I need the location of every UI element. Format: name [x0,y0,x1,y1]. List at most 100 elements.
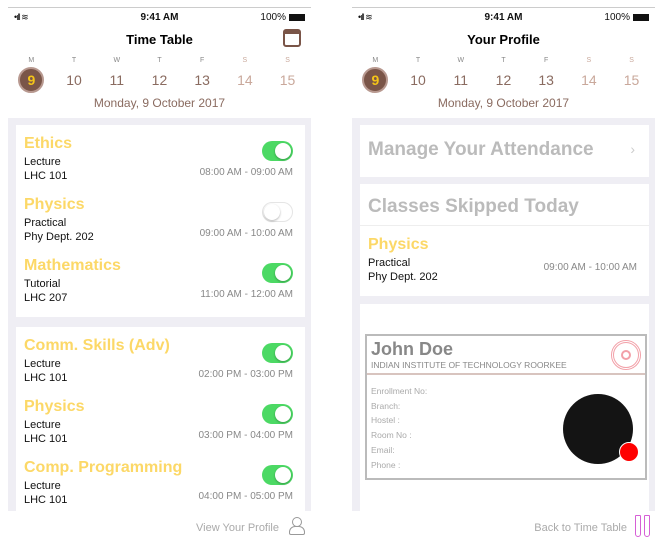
day-number: 12 [151,72,168,88]
day-11[interactable]: W 11 [100,57,134,93]
id-header: John Doe INDIAN INSTITUTE OF TECHNOLOGY … [367,336,645,375]
clock: 9:41 AM [484,12,523,23]
weekday-letter: F [544,57,549,64]
weekday-letter: T [157,57,162,64]
day-15[interactable]: S 15 [271,57,305,93]
profile-content: Manage Your Attendance › Classes Skipped… [352,118,655,511]
manage-attendance-label: Manage Your Attendance [368,139,594,160]
class-item: Comp. Programming Lecture LHC 101 04:00 PM … [16,449,305,510]
weekday-letter: W [113,57,121,64]
institute-logo [611,340,641,370]
weekday-letter: F [200,57,205,64]
attendance-toggle[interactable] [262,343,293,363]
class-type: Practical [368,257,411,269]
day-number: 10 [66,72,82,88]
attendance-toggle[interactable] [262,465,293,485]
page-title: Your Profile [467,32,540,47]
class-room: Phy Dept. 202 [368,271,438,283]
attendance-toggle[interactable] [262,141,293,161]
class-details: Tutorial LHC 207 [24,277,305,305]
class-time: 09:00 AM - 10:00 AM [199,228,293,239]
selected-date: Monday, 9 October 2017 [93,96,226,110]
day-12[interactable]: T 12 [142,57,176,93]
schedule-list: Ethics Lecture LHC 101 08:00 AM - 09:00 AM P… [8,118,311,511]
class-details: Practical Phy Dept. 202 [24,216,305,244]
class-type: Lecture [24,480,61,492]
day-number: 13 [538,72,554,88]
class-type: Lecture [24,156,61,168]
day-number: 15 [279,72,296,88]
class-group: Comm. Skills (Adv) Lecture LHC 101 02:00 PM… [16,327,305,511]
subject: Comm. Skills (Adv) [24,337,170,354]
class-item: Mathematics Tutorial LHC 207 11:00 AM - 12:… [16,247,305,308]
day-13[interactable]: F 13 [185,57,219,93]
subject: Ethics [24,135,73,152]
class-details: Lecture LHC 101 [24,155,305,183]
day-12[interactable]: T 12 [486,57,520,93]
profile-screen: •ıll ≋ 9:41 AM 100% Your Profile M 9 T 10 W 11 T… [352,7,655,548]
weekday-letter: S [285,57,290,64]
student-name: John Doe [371,339,454,359]
class-details: Lecture LHC 101 [24,357,305,385]
battery-icon [289,13,305,21]
battery: 100% [604,12,649,23]
day-number: 14 [237,72,253,88]
id-field-label: Hostel : [371,415,400,426]
timetable-screen: •ıll ≋ 9:41 AM 100% Time Table M 9 T 10 W 11 T 12… [8,7,311,548]
day-13[interactable]: F 13 [529,57,563,93]
day-15[interactable]: S 15 [615,57,649,93]
skipped-classes-card: Classes Skipped Today Physics Practical P… [360,184,649,296]
class-time: 11:00 AM - 12:00 AM [200,289,293,300]
subject: Mathematics [24,257,121,274]
class-item: Physics Practical Phy Dept. 202 09:00 AM - … [16,186,305,247]
weekday-letter: M [28,57,35,64]
attendance-toggle[interactable] [262,202,293,222]
id-field-label: Phone : [371,459,401,470]
weekday-letter: S [242,57,248,64]
id-field-label: Branch: [371,400,401,411]
weekday-letter: S [586,57,592,64]
day-11[interactable]: W 11 [444,57,478,93]
subject: Physics [368,236,429,253]
attendance-toggle[interactable] [262,404,293,424]
class-time: 02:00 PM - 03:00 PM [198,369,294,380]
battery: 100% [260,12,305,23]
class-item: Comm. Skills (Adv) Lecture LHC 101 02:00 PM… [16,327,305,388]
weekday-letter: W [457,57,465,64]
id-field-label: Room No : [371,430,412,441]
day-10[interactable]: T 10 [57,57,91,93]
week-strip: M 9 T 10 W 11 T 12 F 13 S 14 S 15 [352,57,655,93]
id-card: John Doe INDIAN INSTITUTE OF TECHNOLOGY … [365,334,647,480]
institute-name: INDIAN INSTITUTE OF TECHNOLOGY ROORKEE [371,360,567,370]
class-time: 04:00 PM - 05:00 PM [198,491,294,502]
class-item: Ethics Lecture LHC 101 08:00 AM - 09:00 AM [16,125,305,186]
day-number: 10 [410,72,426,88]
class-room: LHC 101 [24,433,68,445]
selected-date: Monday, 9 October 2017 [437,96,570,110]
pencils-icon[interactable] [635,515,651,541]
class-room: LHC 101 [24,170,68,182]
view-profile-link[interactable]: View Your Profile [196,522,279,534]
calendar-icon[interactable] [283,29,301,47]
back-to-timetable-link[interactable]: Back to Time Table [534,522,627,534]
day-14[interactable]: S 14 [228,57,262,93]
weekday-letter: M [372,57,379,64]
class-room: Phy Dept. 202 [24,231,94,243]
class-details: Lecture LHC 101 [24,479,305,507]
status-bar: •ıll ≋ 9:41 AM 100% [8,10,311,26]
status-dot-icon [619,442,639,462]
attendance-toggle[interactable] [262,263,293,283]
day-14[interactable]: S 14 [572,57,606,93]
skipped-title: Classes Skipped Today [360,184,649,226]
day-number: 12 [495,72,512,88]
chevron-right-icon: › [630,141,635,157]
week-strip: M 9 T 10 W 11 T 12 F 13 S 14 S 15 [8,57,311,93]
class-time: 08:00 AM - 09:00 AM [199,167,293,178]
class-type: Practical [24,217,67,229]
user-icon[interactable] [289,517,305,535]
page-title: Time Table [126,32,193,47]
day-10[interactable]: T 10 [401,57,435,93]
manage-attendance-button[interactable]: Manage Your Attendance › [360,125,649,177]
